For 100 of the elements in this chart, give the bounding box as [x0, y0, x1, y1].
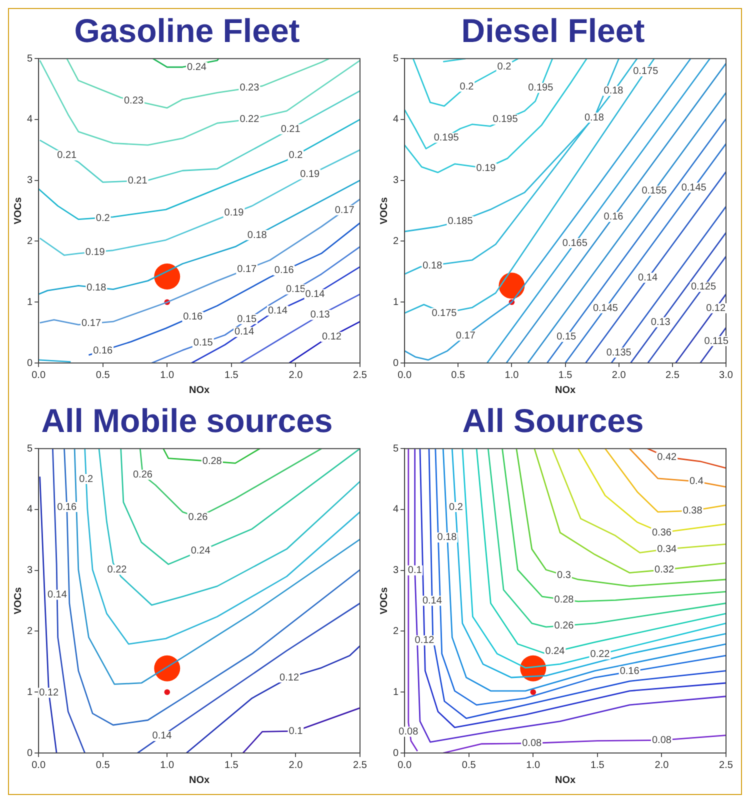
y-tick-label: 0: [27, 748, 33, 759]
annotation: 0.145: [681, 182, 707, 194]
y-axis-title: VOCs: [378, 586, 390, 614]
annotation: 0.18: [247, 230, 268, 241]
x-tick-label: 1.0: [504, 370, 520, 381]
chart-title: Diesel Fleet: [461, 12, 645, 49]
y-tick-label: 4: [393, 504, 399, 516]
annotation: 0.145: [592, 302, 618, 314]
annotation: 0.19: [224, 207, 244, 218]
annotation: 0.12: [322, 332, 342, 343]
x-tick-label: 0.0: [32, 760, 46, 771]
y-tick-label: 3: [27, 175, 33, 186]
y-tick-label: 1: [27, 296, 33, 308]
annotation: 0.14: [268, 305, 288, 316]
x-tick-label: 1.5: [590, 760, 605, 771]
x-tick-label: 2.0: [288, 370, 304, 381]
x-tick-label: 0.5: [462, 760, 476, 771]
annotation: 0.13: [650, 316, 671, 328]
annotation: 0.26: [554, 620, 574, 632]
x-tick-label: 2.0: [654, 760, 670, 771]
y-tick-label: 5: [393, 53, 399, 64]
annotation: 0.135: [606, 347, 632, 358]
y-tick-label: 2: [393, 626, 399, 637]
x-tick-label: 1.5: [558, 370, 573, 381]
annotation: 0.16: [620, 666, 640, 678]
annotation: 0.2: [288, 150, 304, 162]
y-tick-label: 2: [27, 626, 33, 637]
x-tick-label: 0.5: [96, 760, 110, 771]
annotation: 0.23: [124, 95, 144, 106]
annotation: 0.14: [234, 326, 254, 338]
y-tick-label: 2: [393, 236, 399, 247]
y-tick-label: 4: [27, 504, 33, 516]
y-tick-label: 4: [27, 114, 33, 126]
y-axis-title: VOCs: [12, 196, 24, 224]
x-tick-label: 0.0: [398, 760, 412, 771]
y-tick-label: 0: [27, 358, 33, 369]
x-tick-label: 2.0: [288, 760, 304, 771]
annotation: 0.2: [79, 474, 94, 485]
annotation: 0.2: [497, 61, 512, 72]
annotation: 0.195: [492, 114, 518, 126]
x-tick-label: 2.5: [353, 370, 368, 381]
annotation: 0.17: [82, 318, 102, 330]
x-tick-label: 0.0: [398, 370, 412, 381]
x-tick-label: 2.0: [612, 370, 626, 381]
annotation: 0.125: [690, 282, 716, 293]
annotation: 0.12: [706, 302, 726, 314]
y-tick-label: 1: [27, 686, 33, 698]
y-tick-label: 0: [393, 748, 399, 759]
annotation: 0.15: [286, 284, 306, 296]
annotation: 0.3: [557, 570, 572, 581]
y-tick-label: 3: [393, 175, 399, 186]
annotation: 0.16: [274, 265, 294, 276]
annotation: 0.14: [638, 272, 658, 284]
y-tick-label: 1: [393, 686, 399, 698]
y-tick-label: 1: [393, 296, 399, 308]
annotation: 0.165: [562, 238, 588, 249]
annotation: 0.16: [183, 311, 204, 322]
x-tick-label: 2.5: [665, 370, 680, 381]
x-axis-title: NOx: [189, 774, 210, 786]
annotation: 0.22: [107, 564, 128, 576]
annotation: 0.24: [186, 62, 207, 73]
annotation: 0.14: [422, 596, 442, 607]
annotation: 0.17: [237, 264, 258, 275]
annotation: 0.24: [545, 646, 566, 658]
annotation: 0.14: [305, 288, 326, 300]
annotation: 0.2: [449, 502, 464, 513]
y-tick-label: 5: [393, 443, 399, 454]
x-axis-title: NOx: [555, 774, 576, 786]
x-tick-label: 2.5: [719, 760, 734, 771]
annotation: 0.175: [633, 66, 659, 78]
annotation: 0.15: [237, 314, 258, 325]
annotation: 0.2: [96, 212, 110, 224]
x-tick-label: 1.0: [160, 760, 175, 771]
chart-title: All Mobile sources: [41, 402, 333, 439]
y-axis-title: VOCs: [378, 196, 390, 224]
x-tick-label: 0.0: [32, 370, 46, 381]
annotation: 0.19: [300, 169, 320, 180]
annotation: 0.21: [280, 124, 301, 135]
x-tick-label: 1.5: [224, 760, 239, 771]
x-tick-label: 2.5: [353, 760, 368, 771]
x-axis-title: NOx: [555, 384, 576, 396]
annotation: 0.195: [528, 82, 554, 94]
x-tick-label: 0.5: [451, 370, 466, 381]
y-tick-label: 3: [27, 565, 33, 576]
x-tick-label: 1.0: [526, 760, 541, 771]
annotation: 0.28: [554, 594, 574, 606]
x-axis-title: NOx: [189, 384, 210, 396]
annotation: 0.15: [556, 332, 577, 343]
annotation: 0.16: [93, 346, 114, 357]
y-tick-label: 5: [27, 443, 33, 454]
annotation: 0.14: [47, 589, 68, 600]
x-tick-label: 3.0: [719, 370, 734, 381]
y-tick-label: 0: [393, 358, 399, 369]
annotation: 0.08: [398, 726, 419, 738]
annotation: 0.17: [334, 204, 355, 216]
annotation: 0.19: [85, 246, 106, 258]
x-tick-label: 1.5: [224, 370, 239, 381]
chart-title: Gasoline Fleet: [74, 12, 300, 49]
annotation: 0.22: [590, 649, 610, 660]
annotation: 0.15: [193, 338, 214, 349]
